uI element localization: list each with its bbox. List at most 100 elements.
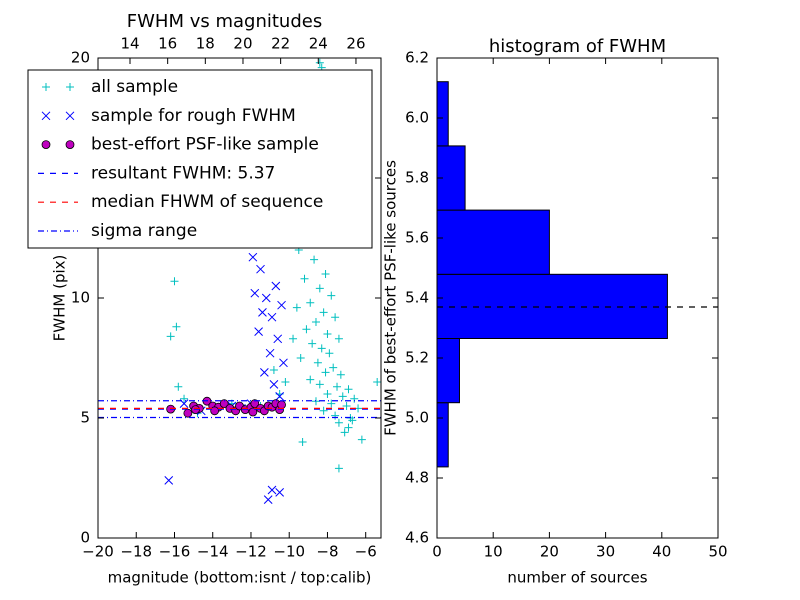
- y-tick-label: 4.8: [405, 469, 429, 487]
- plus-marker: [342, 402, 351, 410]
- plus-marker: [340, 428, 349, 437]
- plus-marker: [319, 406, 328, 415]
- x-marker: [269, 380, 279, 389]
- plus-marker: [66, 83, 74, 91]
- chart-title: FWHM vs magnitudes: [127, 11, 322, 32]
- y-tick-label: 20: [71, 49, 90, 67]
- x-marker: [256, 264, 265, 274]
- x-tick-label: −10: [273, 543, 305, 561]
- y-tick-label: 5: [80, 409, 90, 427]
- circle-marker: [277, 400, 286, 410]
- plus-marker: [350, 394, 359, 403]
- circle-marker: [250, 399, 260, 409]
- plus-marker: [170, 277, 179, 286]
- circle-marker: [248, 407, 258, 417]
- circle-marker: [183, 408, 193, 418]
- x-marker: [275, 488, 285, 497]
- x-axis-label: magnitude (bottom:isnt / top:calib): [108, 569, 372, 587]
- x2-tick-label: 20: [233, 35, 252, 53]
- plus-marker: [310, 255, 319, 264]
- legend-box: [27, 69, 373, 249]
- x-marker: [250, 288, 260, 298]
- plus-marker: [313, 358, 322, 367]
- plus-marker: [348, 416, 357, 425]
- x-tick-label: 20: [540, 543, 559, 561]
- x-tick-label: 50: [708, 543, 727, 561]
- histogram-bar: [436, 81, 449, 147]
- plus-marker: [166, 332, 175, 341]
- x2-tick-label: 26: [346, 35, 365, 53]
- y-tick-label: 6.0: [405, 109, 429, 127]
- circle-marker: [210, 406, 220, 416]
- plus-marker: [333, 382, 342, 391]
- y-axis-label: FWHM of best-effort PSF-like sources: [382, 160, 400, 436]
- x-marker: [267, 312, 277, 322]
- plus-marker: [334, 418, 343, 427]
- y-tick-label: 10: [71, 289, 90, 307]
- y-tick-label: 6.2: [405, 49, 429, 67]
- y-tick-label: 5.4: [405, 289, 429, 307]
- y-tick-label: 0: [80, 529, 90, 547]
- x2-tick-label: 16: [158, 35, 177, 53]
- x-marker: [273, 334, 283, 344]
- x-marker: [263, 495, 273, 504]
- plus-marker: [344, 385, 353, 394]
- plus-marker: [357, 435, 366, 444]
- plus-marker: [315, 284, 324, 293]
- x2-tick-label: 14: [120, 35, 139, 53]
- x-marker: [267, 485, 277, 495]
- x-marker: [164, 476, 174, 485]
- x-tick-label: −16: [159, 543, 191, 561]
- x-tick-label: 40: [652, 543, 671, 561]
- y-tick-label: 4.6: [405, 529, 429, 547]
- y-axis-label: FWHM (pix): [51, 255, 69, 342]
- plus-marker: [298, 438, 307, 446]
- plus-marker: [321, 270, 330, 278]
- legend-label: best-effort PSF-like sample: [91, 135, 319, 155]
- plus-marker: [323, 330, 332, 338]
- plus-marker: [311, 318, 320, 326]
- plus-marker: [172, 322, 181, 331]
- y-tick-label: 5.6: [405, 229, 429, 247]
- plus-marker: [302, 325, 311, 334]
- plus-marker: [329, 363, 338, 372]
- x-tick-label: −12: [235, 543, 267, 561]
- plus-marker: [308, 339, 317, 348]
- plus-marker: [42, 83, 50, 91]
- x-axis-label: number of sources: [507, 569, 647, 587]
- legend-label: sigma range: [91, 221, 197, 241]
- plus-marker: [292, 303, 301, 312]
- histogram-bar: [436, 402, 449, 468]
- x2-tick-label: 22: [271, 35, 290, 53]
- plus-marker: [336, 370, 345, 379]
- x-marker: [248, 252, 258, 262]
- plus-marker: [373, 378, 382, 386]
- legend-label: sample for rough FWHM: [91, 106, 296, 126]
- plus-marker: [269, 366, 278, 374]
- x-marker: [41, 111, 51, 121]
- plus-marker: [300, 274, 309, 283]
- plus-marker: [174, 382, 183, 391]
- x-tick-label: −14: [197, 543, 229, 561]
- y-tick-label: 5.0: [405, 409, 429, 427]
- x-marker: [260, 368, 269, 377]
- x-tick-label: −18: [120, 543, 152, 561]
- plus-marker: [331, 313, 340, 322]
- plus-marker: [344, 423, 353, 432]
- plus-marker: [315, 58, 324, 67]
- chart-title: histogram of FWHM: [489, 36, 666, 57]
- x-marker: [254, 327, 263, 336]
- plus-marker: [331, 411, 340, 420]
- plus-marker: [334, 464, 343, 473]
- plus-marker: [306, 375, 315, 384]
- y-tick-label: 5.8: [405, 169, 429, 187]
- plus-marker: [317, 344, 326, 353]
- x2-tick-label: 24: [309, 35, 328, 53]
- plus-marker: [338, 392, 347, 401]
- legend-label: median FHWM of sequence: [91, 192, 323, 212]
- plus-marker: [281, 378, 290, 386]
- x-marker: [261, 293, 271, 303]
- plus-marker: [327, 399, 336, 408]
- plus-marker: [327, 291, 336, 300]
